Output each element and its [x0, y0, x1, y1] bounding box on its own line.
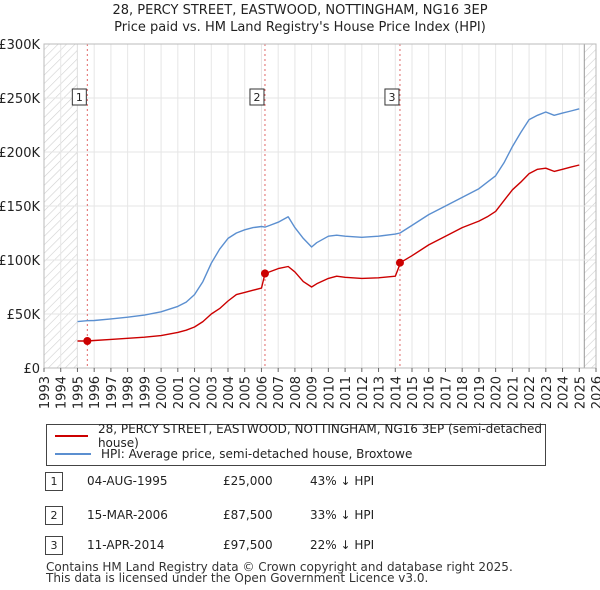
x-tick-label: 1995 [71, 376, 86, 409]
x-tick-label: 2024 [557, 376, 572, 409]
table-row: 3 11-APR-2014 £97,500 22% ↓ HPI [45, 536, 465, 556]
transaction-hpi-diff: 43% ↓ HPI [310, 474, 375, 488]
x-tick-label: 2022 [523, 376, 538, 409]
x-tick-label: 1997 [105, 376, 120, 409]
sale-label-box [71, 88, 87, 106]
x-tick-label: 2015 [406, 376, 421, 409]
x-tick-label: 1998 [122, 376, 137, 409]
x-tick-label: 2011 [339, 376, 354, 409]
chart-title-line1: 28, PERCY STREET, EASTWOOD, NOTTINGHAM, … [112, 3, 488, 18]
x-tick-label: 2000 [155, 376, 170, 409]
legend-swatch-property [55, 435, 88, 437]
x-tick-label: 2013 [373, 376, 388, 409]
x-tick-label: 2009 [306, 376, 321, 409]
transaction-hpi-diff: 33% ↓ HPI [310, 508, 375, 522]
transaction-date: 04-AUG-1995 [87, 474, 168, 488]
transaction-price: £97,500 [223, 538, 273, 552]
transaction-hpi-diff: 22% ↓ HPI [310, 538, 375, 552]
x-tick-label: 1996 [88, 376, 103, 409]
plot-area [43, 43, 597, 369]
legend-swatch-hpi [55, 453, 91, 455]
sale-point [83, 337, 92, 345]
x-tick-label: 2023 [540, 376, 555, 409]
x-tick-label: 2004 [222, 376, 237, 409]
y-tick-label: £100K [0, 254, 40, 269]
price-chart: 1 2 3 £0 £50K £100K £150K £200K £250K £300K 1993… [0, 38, 600, 409]
y-tick-label: £150K [0, 200, 40, 215]
hpi-line [77, 108, 580, 323]
sale-point [395, 258, 404, 267]
property-price-line [77, 164, 580, 342]
sale-label-box [249, 88, 265, 106]
sale-label-box [384, 88, 400, 106]
table-row: 2 15-MAR-2006 £87,500 33% ↓ HPI [45, 506, 465, 526]
x-tick-label: 2025 [573, 376, 588, 409]
x-tick-label: 2007 [272, 376, 287, 409]
sale-point [260, 269, 269, 278]
sale-label: 1 [76, 91, 83, 104]
legend-label-property: 28, PERCY STREET, EASTWOOD, NOTTINGHAM, … [97, 422, 542, 450]
x-tick-label: 2026 [590, 376, 600, 409]
x-tick-label: 2021 [506, 376, 521, 409]
table-row: 1 04-AUG-1995 £25,000 43% ↓ HPI [45, 472, 465, 492]
footer-copyright: Contains HM Land Registry data © Crown c… [46, 560, 513, 574]
legend: 28, PERCY STREET, EASTWOOD, NOTTINGHAM, … [46, 422, 546, 466]
transaction-price: £87,500 [223, 508, 273, 522]
x-tick-label: 1999 [138, 376, 153, 409]
x-tick-label: 2005 [239, 376, 254, 409]
y-tick-label: £0 [23, 362, 40, 377]
x-tick-label: 2001 [172, 376, 187, 409]
sale-label: 3 [388, 91, 395, 104]
x-tick-label: 2002 [189, 376, 204, 409]
transaction-number: 1 [45, 472, 63, 491]
y-tick-label: £200K [0, 146, 40, 161]
x-tick-label: 2010 [322, 376, 337, 409]
legend-label-hpi: HPI: Average price, semi-detached house,… [101, 447, 413, 461]
x-tick-label: 1994 [55, 376, 70, 409]
x-tick-label: 2006 [255, 376, 270, 409]
x-tick-label: 2012 [356, 376, 371, 409]
transaction-number: 2 [45, 506, 63, 525]
legend-item-hpi: HPI: Average price, semi-detached house,… [55, 445, 412, 463]
y-tick-label: £50K [7, 308, 41, 323]
chart-title-line2: Price paid vs. HM Land Registry's House … [114, 20, 486, 35]
x-tick-label: 2014 [389, 376, 404, 409]
transaction-date: 15-MAR-2006 [87, 508, 168, 522]
footer-licence: This data is licensed under the Open Gov… [46, 571, 429, 585]
transaction-price: £25,000 [223, 474, 273, 488]
x-tick-label: 2018 [456, 376, 471, 409]
transaction-number: 3 [45, 536, 63, 555]
sale-label: 2 [253, 91, 260, 104]
x-tick-label: 2019 [473, 376, 488, 409]
y-tick-label: £250K [0, 92, 40, 107]
x-tick-label: 1993 [38, 376, 53, 409]
transaction-date: 11-APR-2014 [87, 538, 165, 552]
x-tick-label: 2008 [289, 376, 304, 409]
y-tick-label: £300K [0, 38, 40, 53]
x-tick-label: 2020 [490, 376, 505, 409]
x-tick-label: 2016 [423, 376, 438, 409]
x-tick-label: 2017 [439, 376, 454, 409]
x-tick-label: 2003 [205, 376, 220, 409]
legend-item-property: 28, PERCY STREET, EASTWOOD, NOTTINGHAM, … [55, 422, 545, 450]
